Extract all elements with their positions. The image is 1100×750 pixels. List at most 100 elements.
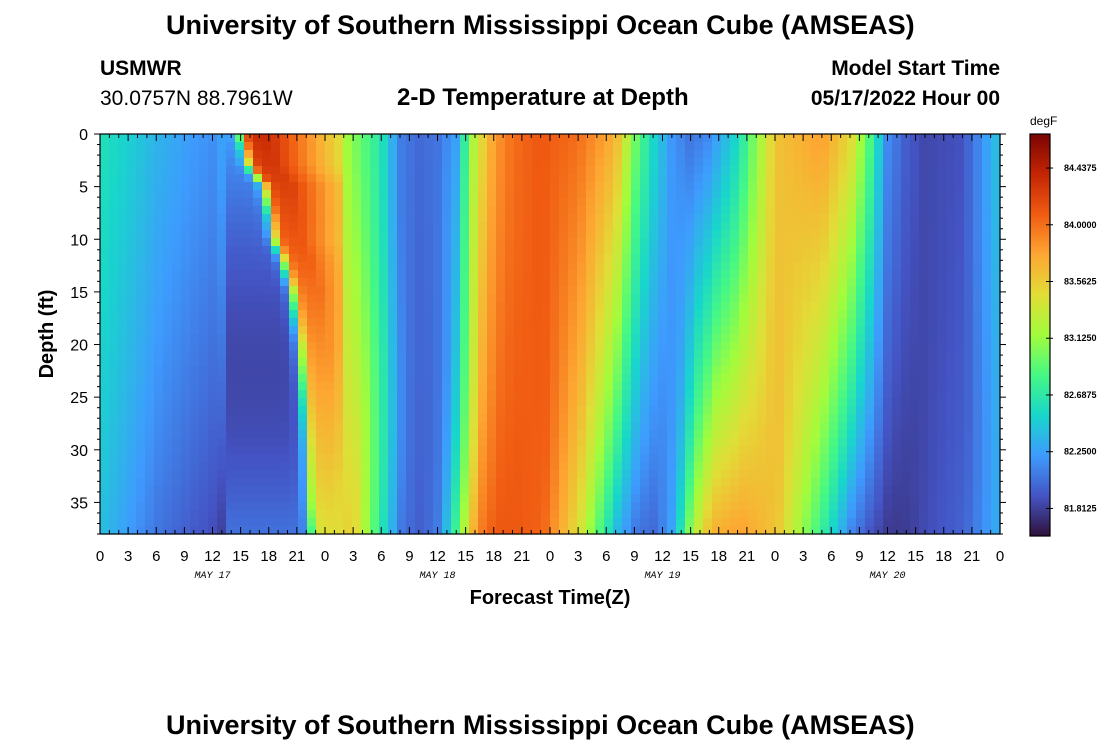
heatmap-cell xyxy=(496,286,506,295)
heatmap-cell xyxy=(424,406,434,415)
heatmap-cell xyxy=(595,406,605,415)
heatmap-cell xyxy=(100,430,110,439)
heatmap-cell xyxy=(874,374,884,383)
heatmap-cell xyxy=(136,310,146,319)
heatmap-cell xyxy=(892,142,902,151)
heatmap-cell xyxy=(154,358,164,367)
heatmap-cell xyxy=(469,278,479,287)
heatmap-cell xyxy=(901,358,911,367)
heatmap-cell xyxy=(973,286,983,295)
heatmap-cell xyxy=(172,486,182,495)
heatmap-cell xyxy=(955,486,965,495)
heatmap-cell xyxy=(316,270,326,279)
heatmap-cell xyxy=(955,238,965,247)
heatmap-cell xyxy=(892,470,902,479)
heatmap-cell xyxy=(703,230,713,239)
heatmap-cell xyxy=(622,510,632,519)
heatmap-cell xyxy=(928,334,938,343)
heatmap-cell xyxy=(505,390,515,399)
heatmap-cell xyxy=(856,270,866,279)
heatmap-cell xyxy=(721,190,731,199)
heatmap-cell xyxy=(838,174,848,183)
heatmap-cell xyxy=(208,398,218,407)
heatmap-cell xyxy=(361,478,371,487)
heatmap-cell xyxy=(559,438,569,447)
heatmap-cell xyxy=(730,198,740,207)
heatmap-cell xyxy=(730,182,740,191)
heatmap-cell xyxy=(937,214,947,223)
heatmap-cell xyxy=(298,134,308,143)
heatmap-cell xyxy=(712,174,722,183)
heatmap-cell xyxy=(280,342,290,351)
heatmap-cell xyxy=(235,382,245,391)
heatmap-cell xyxy=(973,470,983,479)
heatmap-cell xyxy=(946,326,956,335)
heatmap-cell xyxy=(424,262,434,271)
heatmap-cell xyxy=(937,190,947,199)
heatmap-cell xyxy=(109,494,119,503)
heatmap-cell xyxy=(289,438,299,447)
heatmap-cell xyxy=(352,142,362,151)
heatmap-cell xyxy=(703,222,713,231)
heatmap-cell xyxy=(163,214,173,223)
heatmap-cell xyxy=(415,310,425,319)
heatmap-cell xyxy=(415,406,425,415)
heatmap-cell xyxy=(982,422,992,431)
heatmap-cell xyxy=(901,230,911,239)
heatmap-cell xyxy=(361,414,371,423)
heatmap-cell xyxy=(658,430,668,439)
heatmap-cell xyxy=(496,414,506,423)
heatmap-cell xyxy=(289,518,299,527)
heatmap-cell xyxy=(757,238,767,247)
heatmap-cell xyxy=(433,382,443,391)
heatmap-cell xyxy=(694,174,704,183)
heatmap-cell xyxy=(622,422,632,431)
heatmap-cell xyxy=(766,182,776,191)
heatmap-cell xyxy=(208,478,218,487)
heatmap-cell xyxy=(613,222,623,231)
heatmap-cell xyxy=(487,422,497,431)
heatmap-cell xyxy=(631,302,641,311)
heatmap-cell xyxy=(379,270,389,279)
heatmap-cell xyxy=(262,518,272,527)
heatmap-cell xyxy=(514,470,524,479)
heatmap-cell xyxy=(397,310,407,319)
heatmap-cell xyxy=(676,214,686,223)
heatmap-cell xyxy=(433,510,443,519)
heatmap-cell xyxy=(370,158,380,167)
heatmap-cell xyxy=(802,470,812,479)
heatmap-cell xyxy=(487,310,497,319)
heatmap-cell xyxy=(802,454,812,463)
heatmap-cell xyxy=(487,198,497,207)
heatmap-cell xyxy=(883,382,893,391)
heatmap-cell xyxy=(361,294,371,303)
heatmap-cell xyxy=(910,398,920,407)
heatmap-cell xyxy=(334,374,344,383)
heatmap-cell xyxy=(622,206,632,215)
heatmap-cell xyxy=(334,310,344,319)
heatmap-cell xyxy=(109,318,119,327)
heatmap-cell xyxy=(118,190,128,199)
heatmap-cell xyxy=(190,230,200,239)
heatmap-cell xyxy=(379,430,389,439)
heatmap-cell xyxy=(100,374,110,383)
heatmap-cell xyxy=(964,158,974,167)
heatmap-cell xyxy=(190,142,200,151)
heatmap-cell xyxy=(406,494,416,503)
heatmap-cell xyxy=(919,422,929,431)
heatmap-cell xyxy=(622,486,632,495)
heatmap-cell xyxy=(415,206,425,215)
heatmap-cell xyxy=(919,278,929,287)
heatmap-cell xyxy=(541,358,551,367)
heatmap-cell xyxy=(739,294,749,303)
heatmap-cell xyxy=(154,182,164,191)
heatmap-cell xyxy=(262,470,272,479)
heatmap-cell xyxy=(532,526,542,535)
heatmap-cell xyxy=(910,350,920,359)
heatmap-cell xyxy=(217,214,227,223)
heatmap-cell xyxy=(658,246,668,255)
heatmap-cell xyxy=(361,382,371,391)
heatmap-cell xyxy=(181,414,191,423)
heatmap-cell xyxy=(550,430,560,439)
heatmap-cell xyxy=(469,134,479,143)
